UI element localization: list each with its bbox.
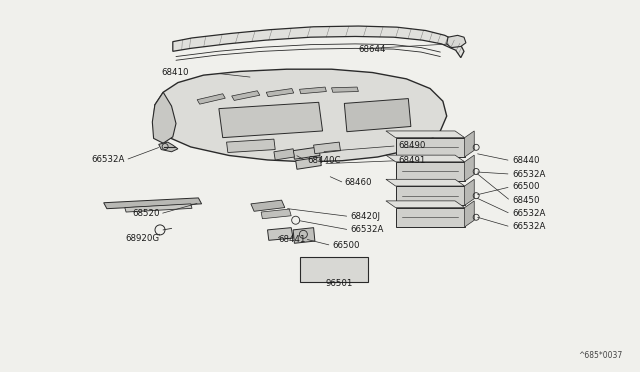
Polygon shape (332, 87, 358, 92)
Text: 68420J: 68420J (351, 212, 381, 221)
Polygon shape (173, 26, 464, 58)
Polygon shape (344, 99, 411, 132)
Polygon shape (219, 102, 323, 138)
Text: 68440: 68440 (512, 156, 540, 165)
Polygon shape (314, 142, 340, 154)
Polygon shape (232, 91, 260, 100)
Polygon shape (465, 131, 474, 157)
Polygon shape (251, 200, 285, 211)
Polygon shape (396, 138, 465, 157)
Polygon shape (465, 179, 474, 205)
Text: 66532A: 66532A (512, 170, 545, 179)
Text: 68410: 68410 (161, 68, 189, 77)
Polygon shape (125, 204, 192, 212)
Text: ^685*0037: ^685*0037 (578, 351, 622, 360)
Polygon shape (386, 155, 465, 162)
Text: 66500: 66500 (333, 241, 360, 250)
Text: 68460: 68460 (344, 178, 372, 187)
Text: 96501: 96501 (326, 279, 353, 288)
Polygon shape (293, 147, 320, 159)
Text: 68450: 68450 (512, 196, 540, 205)
Polygon shape (152, 92, 176, 143)
Text: 68644: 68644 (358, 45, 386, 54)
Text: 66532A: 66532A (512, 209, 545, 218)
Polygon shape (104, 198, 202, 209)
Polygon shape (465, 201, 474, 227)
Polygon shape (154, 69, 447, 162)
Polygon shape (447, 35, 466, 48)
Polygon shape (300, 257, 368, 282)
Polygon shape (197, 94, 225, 104)
Polygon shape (386, 201, 465, 208)
Polygon shape (159, 142, 178, 152)
Polygon shape (268, 228, 293, 240)
Polygon shape (227, 139, 275, 153)
Polygon shape (386, 179, 465, 186)
Polygon shape (261, 209, 291, 219)
Text: 68920G: 68920G (126, 234, 160, 243)
Polygon shape (296, 157, 321, 169)
Polygon shape (386, 131, 465, 138)
Polygon shape (465, 155, 474, 181)
Text: 66532A: 66532A (92, 155, 125, 164)
Polygon shape (266, 89, 294, 97)
Polygon shape (396, 208, 465, 227)
Polygon shape (293, 228, 315, 243)
Polygon shape (396, 162, 465, 181)
Text: 68490: 68490 (398, 141, 426, 150)
Polygon shape (274, 149, 294, 160)
Polygon shape (300, 87, 326, 94)
Polygon shape (396, 186, 465, 205)
Text: 68520: 68520 (132, 209, 160, 218)
Text: 68441: 68441 (278, 235, 306, 244)
Text: 66532A: 66532A (351, 225, 384, 234)
Text: 68491: 68491 (398, 156, 426, 165)
Text: 66500: 66500 (512, 182, 540, 191)
Text: 68440C: 68440C (307, 156, 340, 165)
Text: 66532A: 66532A (512, 222, 545, 231)
